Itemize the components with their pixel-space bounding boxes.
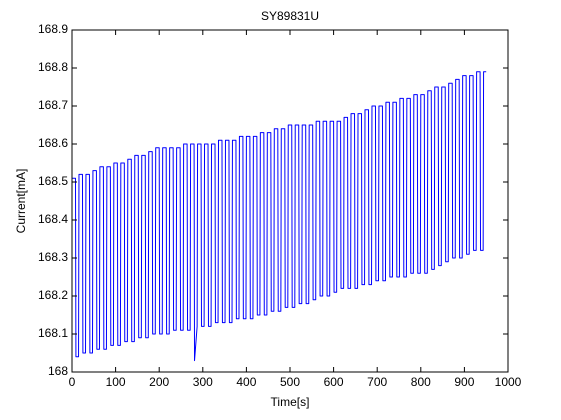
chart-title: SY89831U — [261, 9, 319, 23]
y-tick-label: 168.4 — [38, 212, 68, 226]
x-tick-label: 100 — [106, 375, 126, 389]
y-tick-label: 168.6 — [38, 136, 68, 150]
y-axis-label: Current[mA] — [14, 169, 28, 234]
x-tick-label: 800 — [411, 375, 431, 389]
x-tick-label: 600 — [324, 375, 344, 389]
x-tick-label: 900 — [454, 375, 474, 389]
plot-area — [72, 30, 508, 372]
x-tick-label: 500 — [280, 375, 300, 389]
x-tick-label: 1000 — [495, 375, 522, 389]
y-tick-label: 168.5 — [38, 174, 68, 188]
x-tick-label: 400 — [236, 375, 256, 389]
x-tick-label: 300 — [193, 375, 213, 389]
x-axis-label: Time[s] — [271, 395, 310, 409]
data-line — [72, 71, 487, 362]
x-tick-label: 700 — [367, 375, 387, 389]
plot-frame — [71, 29, 509, 373]
y-tick-label: 168.3 — [38, 250, 68, 264]
y-tick-label: 168.8 — [38, 60, 68, 74]
y-tick-label: 168.7 — [38, 98, 68, 112]
y-tick-label: 168.9 — [38, 22, 68, 36]
x-tick-label: 200 — [149, 375, 169, 389]
y-tick-label: 168 — [48, 364, 68, 378]
y-tick-label: 168.2 — [38, 288, 68, 302]
x-tick-label: 0 — [69, 375, 76, 389]
y-tick-label: 168.1 — [38, 326, 68, 340]
